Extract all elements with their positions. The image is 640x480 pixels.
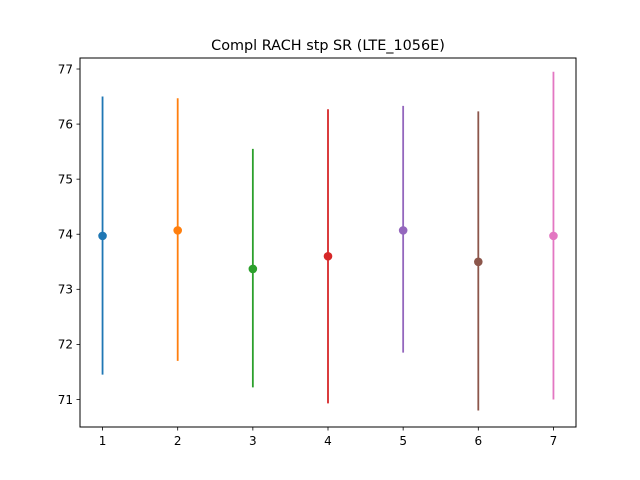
- chart-title: Compl RACH stp SR (LTE_1056E): [211, 38, 445, 54]
- data-point-5: [398, 226, 408, 235]
- x-tick-label: 2: [174, 434, 182, 448]
- y-tick-label: 71: [58, 393, 73, 407]
- x-tick-label: 3: [249, 434, 257, 448]
- y-tick-label: 77: [58, 62, 73, 76]
- y-tick-label: 74: [58, 228, 73, 242]
- y-tick-label: 72: [58, 338, 73, 352]
- plot-area: 1 2 3 4 5 6 7 71 72 73 74 75 76 77: [58, 62, 558, 448]
- x-tick-label: 5: [399, 434, 407, 448]
- data-point-7: [549, 231, 558, 241]
- data-point-2: [173, 226, 182, 235]
- data-point-3: [248, 264, 258, 274]
- axes-frame: [79, 57, 577, 428]
- x-tick-label: 6: [474, 434, 482, 448]
- data-point-4: [323, 251, 333, 261]
- y-tick-label: 73: [58, 283, 73, 297]
- data-point-6: [474, 257, 483, 267]
- x-tick-label: 1: [99, 434, 107, 448]
- x-tick-label: 4: [324, 434, 332, 448]
- x-tick-label: 7: [550, 434, 558, 448]
- y-tick-label: 75: [58, 172, 73, 186]
- y-tick-label: 76: [58, 117, 73, 131]
- data-point-1: [98, 231, 107, 241]
